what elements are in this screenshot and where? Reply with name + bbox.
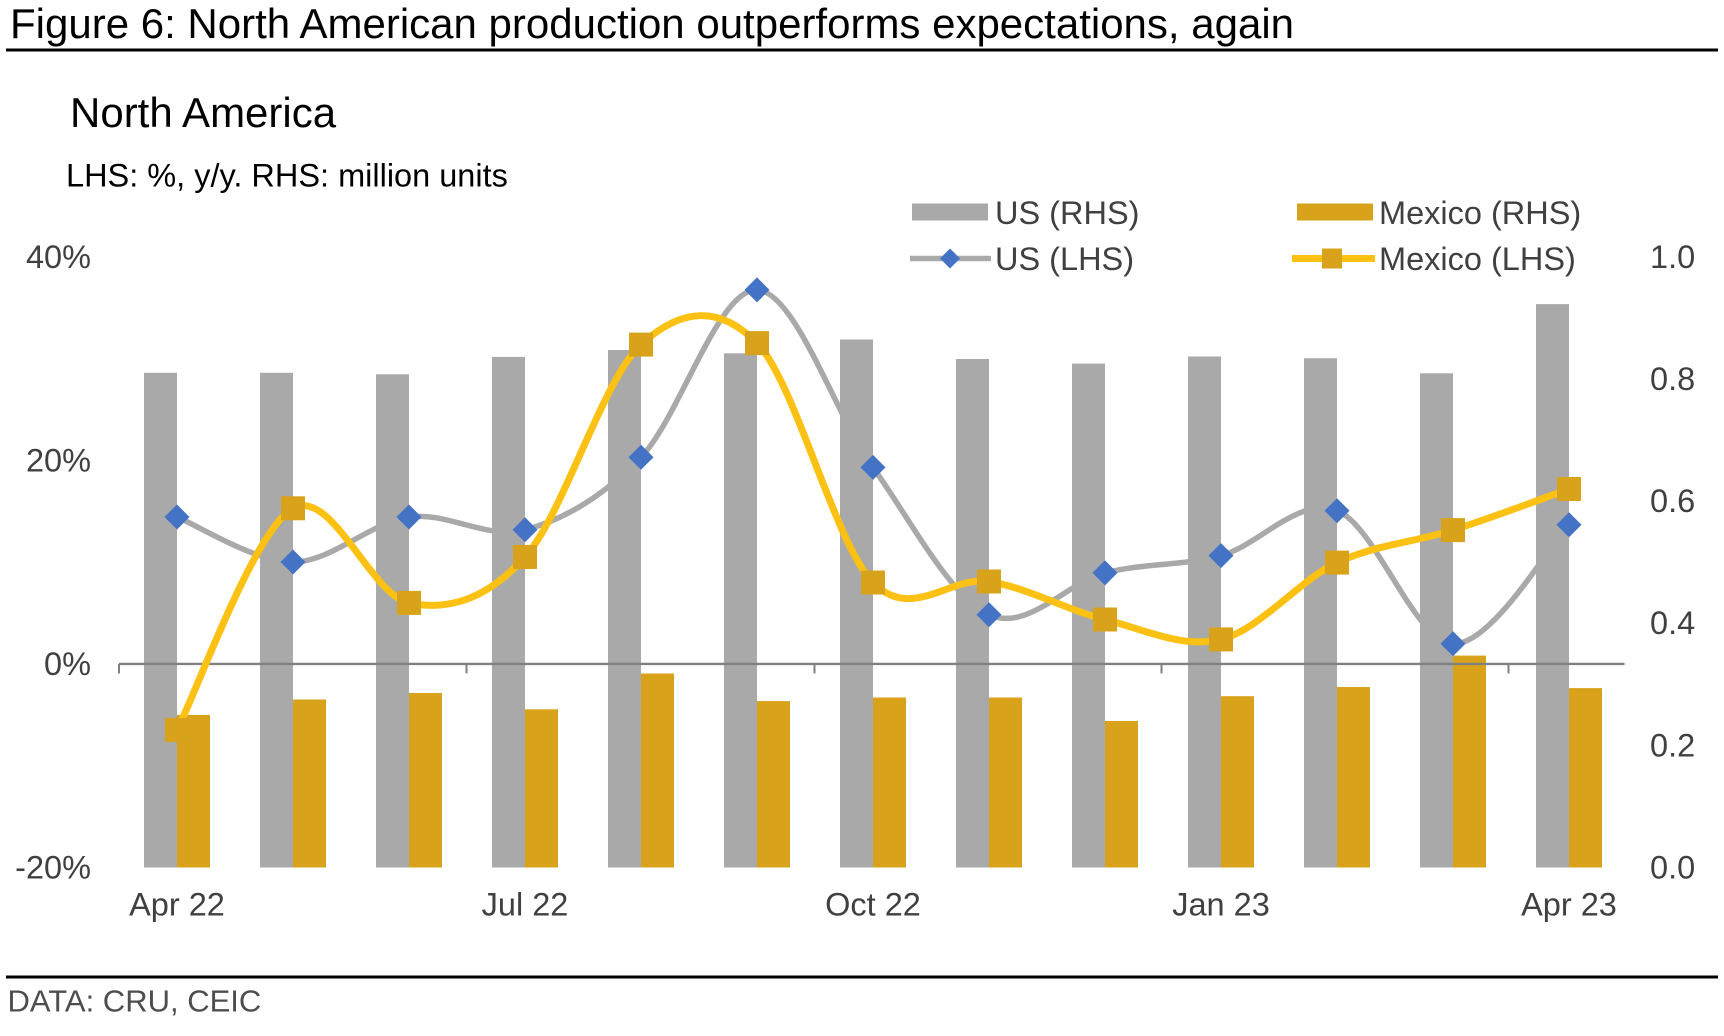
svg-text:Figure 6: North American produ: Figure 6: North American production outp… <box>10 0 1294 47</box>
svg-text:-20%: -20% <box>15 850 91 886</box>
svg-text:1.0: 1.0 <box>1650 239 1695 275</box>
svg-text:Mexico (LHS): Mexico (LHS) <box>1379 241 1576 277</box>
svg-text:Apr 22: Apr 22 <box>129 887 225 923</box>
svg-text:0.0: 0.0 <box>1650 850 1695 886</box>
svg-text:LHS: %, y/y. RHS: million unit: LHS: %, y/y. RHS: million units <box>66 158 508 194</box>
svg-text:Oct 22: Oct 22 <box>825 887 921 923</box>
svg-text:0%: 0% <box>44 646 91 682</box>
svg-text:0.8: 0.8 <box>1650 361 1695 397</box>
svg-text:Jan 23: Jan 23 <box>1172 887 1270 923</box>
svg-text:20%: 20% <box>26 442 91 478</box>
svg-text:Mexico (RHS): Mexico (RHS) <box>1379 195 1581 231</box>
svg-text:North America: North America <box>70 89 337 136</box>
svg-text:Jul 22: Jul 22 <box>482 887 569 923</box>
svg-text:0.2: 0.2 <box>1650 727 1695 763</box>
svg-text:US (RHS): US (RHS) <box>995 195 1139 231</box>
svg-text:Apr 23: Apr 23 <box>1521 887 1617 923</box>
svg-text:DATA: CRU, CEIC: DATA: CRU, CEIC <box>8 984 262 1019</box>
svg-text:0.4: 0.4 <box>1650 605 1695 641</box>
svg-text:US (LHS): US (LHS) <box>995 241 1134 277</box>
svg-text:40%: 40% <box>26 239 91 275</box>
svg-text:0.6: 0.6 <box>1650 483 1695 519</box>
